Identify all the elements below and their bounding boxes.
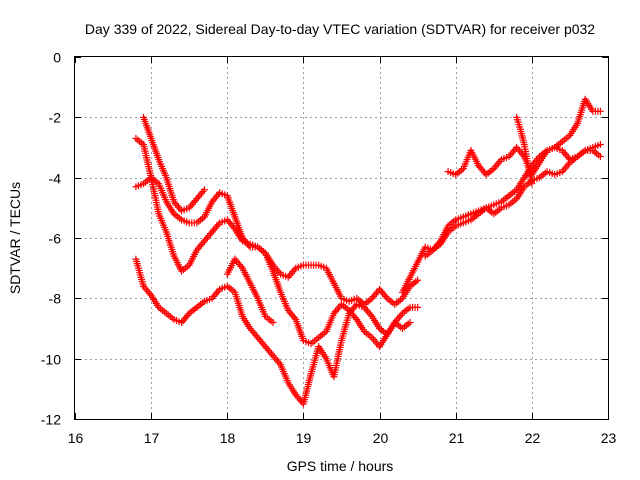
x-axis-label: GPS time / hours bbox=[287, 458, 394, 474]
data-point bbox=[528, 180, 536, 188]
x-tick-label: 19 bbox=[296, 430, 312, 446]
series-track-i bbox=[513, 113, 536, 188]
series-track-f bbox=[398, 144, 604, 296]
x-tick-label: 22 bbox=[525, 430, 541, 446]
series-track-g bbox=[421, 140, 604, 260]
grid-layer bbox=[75, 57, 608, 419]
y-tick-label: 0 bbox=[53, 50, 61, 66]
series-track-c bbox=[132, 255, 422, 408]
plot-frame bbox=[74, 56, 609, 420]
ticks-layer: 16 17 18 19 20 21 22 23 0 -2 -4 -6 -8 -10 -12 bbox=[41, 50, 617, 447]
y-tick-label: -10 bbox=[41, 352, 61, 368]
points-layer bbox=[132, 95, 604, 408]
chart-title: Day 339 of 2022, Sidereal Day-to-day VTE… bbox=[85, 21, 595, 37]
series-track-d bbox=[140, 113, 208, 215]
y-axis-label: SDTVAR / TECUs bbox=[7, 182, 23, 294]
x-tick-label: 17 bbox=[144, 430, 160, 446]
data-point bbox=[414, 303, 422, 311]
x-tick-label: 16 bbox=[68, 430, 84, 446]
y-tick-label: -4 bbox=[49, 171, 62, 187]
data-point bbox=[406, 318, 414, 326]
data-point bbox=[596, 153, 604, 161]
x-tick-label: 23 bbox=[601, 430, 617, 446]
data-point bbox=[269, 318, 277, 326]
data-point bbox=[596, 107, 604, 115]
y-tick-label: -8 bbox=[49, 291, 62, 307]
x-tick-label: 18 bbox=[220, 430, 236, 446]
y-tick-label: -2 bbox=[49, 110, 62, 126]
data-point bbox=[596, 140, 604, 148]
data-point bbox=[414, 276, 422, 284]
series-track-h bbox=[444, 95, 604, 179]
y-tick-label: -12 bbox=[41, 412, 61, 428]
data-point bbox=[200, 186, 208, 194]
x-tick-label: 20 bbox=[373, 430, 389, 446]
y-tick-label: -6 bbox=[49, 231, 62, 247]
x-tick-label: 21 bbox=[449, 430, 465, 446]
series-track-e bbox=[223, 255, 277, 326]
series-track-b bbox=[132, 134, 414, 351]
